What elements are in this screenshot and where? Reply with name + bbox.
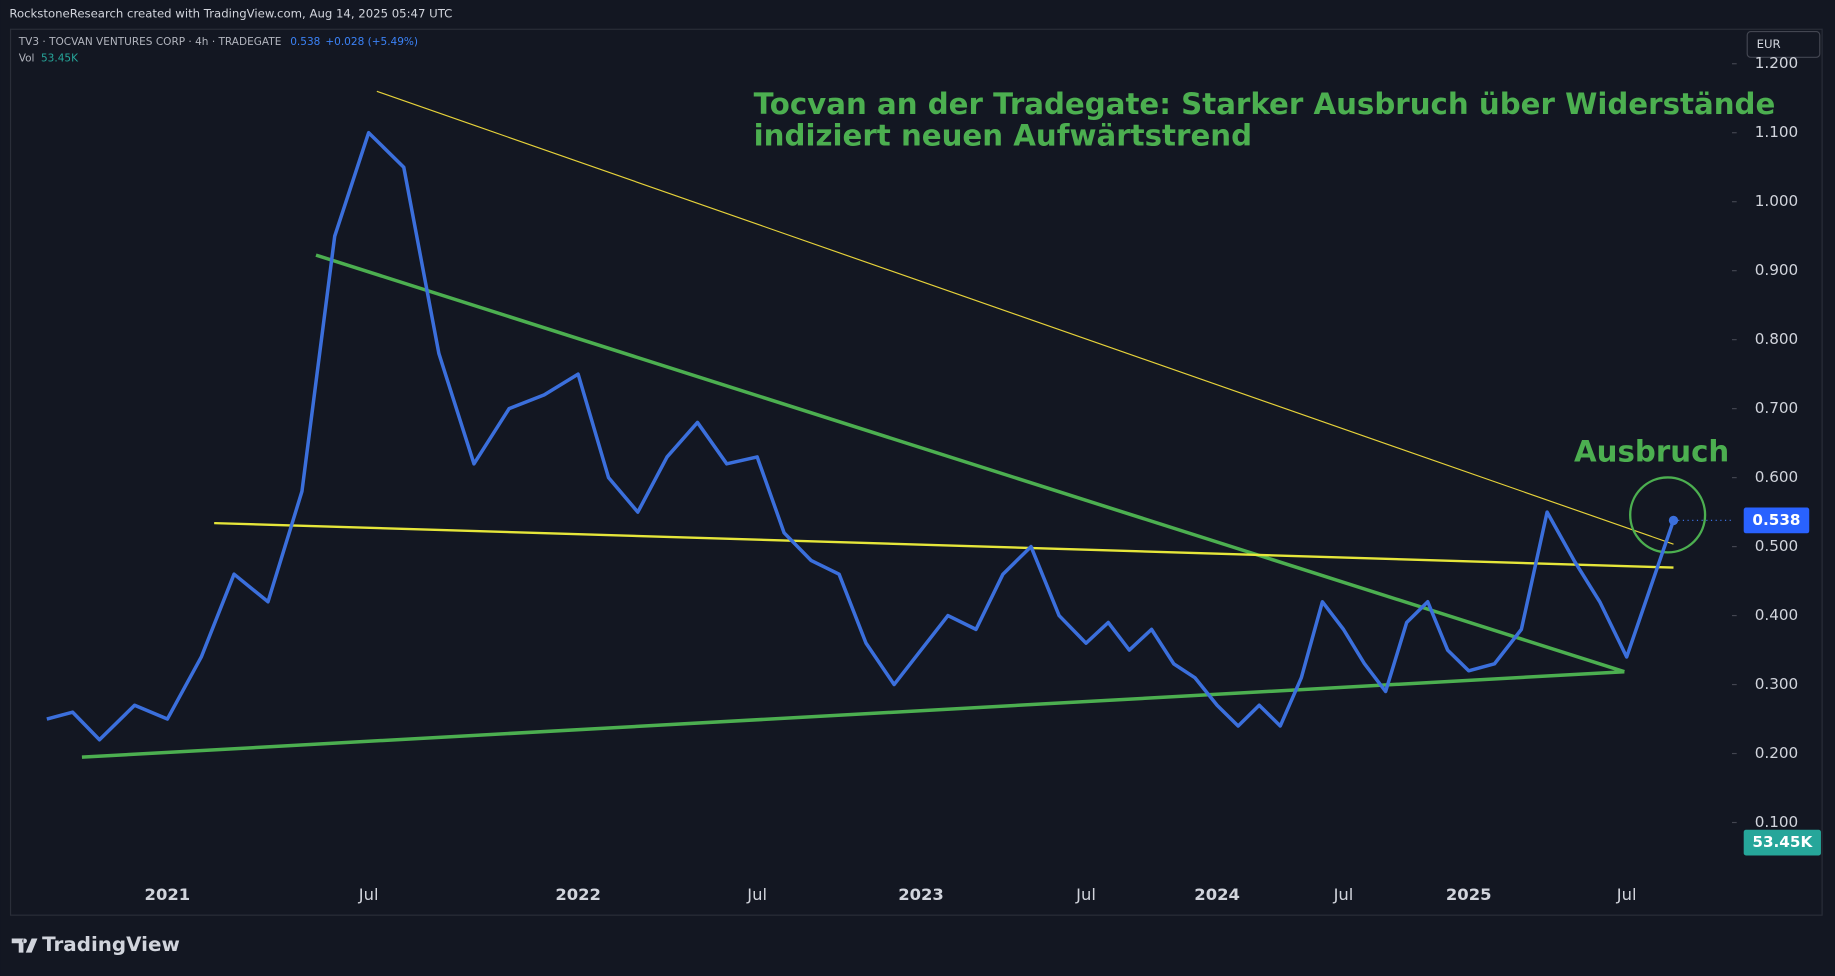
plot-frame	[9, 28, 1823, 916]
annotation: Ausbruch	[1574, 434, 1729, 468]
x-tick-label: Jul	[746, 885, 767, 904]
legend-price: 0.538	[290, 36, 320, 48]
vol-value: 53.45K	[41, 53, 79, 65]
currency-label[interactable]: EUR	[1757, 37, 1781, 51]
logo-icon	[11, 938, 38, 953]
y-tick-label: 1.200	[1755, 54, 1799, 72]
currency-button[interactable]	[1746, 31, 1821, 58]
y-tick-label: 0.200	[1755, 744, 1799, 762]
trendline	[81, 669, 1625, 759]
y-tick-label: 0.900	[1755, 261, 1799, 279]
x-tick-label: Jul	[1075, 885, 1096, 904]
chart-title: Tocvan an der Tradegate: Starker Ausbruc…	[754, 87, 1776, 121]
x-tick-label: 2022	[555, 885, 601, 904]
logo: TradingView	[11, 933, 180, 956]
breakout-circle	[1629, 476, 1707, 554]
brand: TradingView	[42, 933, 180, 956]
price-line	[46, 130, 1676, 742]
resistance-line	[214, 521, 1674, 569]
vol-label: Vol	[19, 53, 35, 65]
y-tick-label: 0.100	[1755, 813, 1799, 831]
x-tick-label: 2025	[1446, 885, 1492, 904]
price-tag-label: 0.538	[1752, 511, 1800, 529]
x-tick-label: 2021	[145, 885, 191, 904]
x-tick-label: Jul	[358, 885, 379, 904]
volume-tag-label: 53.45K	[1752, 833, 1813, 851]
y-tick-label: 0.400	[1755, 606, 1799, 624]
volume-tag	[1743, 829, 1821, 856]
y-tick-label: 0.500	[1755, 537, 1799, 555]
header-text: RockstoneResearch created with TradingVi…	[9, 7, 452, 21]
x-tick-label: 2023	[898, 885, 944, 904]
x-tick-label: 2024	[1194, 885, 1240, 904]
chart-title: indiziert neuen Aufwärtstrend	[754, 118, 1252, 152]
y-tick-label: 0.700	[1755, 399, 1799, 417]
y-tick-label: 0.800	[1755, 330, 1799, 348]
legend-change: +0.028 (+5.49%)	[325, 36, 418, 48]
trendline	[376, 90, 1674, 545]
trendline	[315, 253, 1625, 674]
y-tick-label: 0.600	[1755, 468, 1799, 486]
x-tick-label: Jul	[1333, 885, 1354, 904]
symbol-legend: TV3 · TOCVAN VENTURES CORP · 4h · TRADEG…	[18, 36, 282, 48]
y-tick-label: 1.000	[1755, 192, 1799, 210]
y-tick-label: 1.100	[1755, 123, 1799, 141]
y-tick-label: 0.300	[1755, 675, 1799, 693]
x-tick-label: Jul	[1616, 885, 1637, 904]
price-tag	[1743, 507, 1810, 534]
drawings	[81, 90, 1707, 759]
